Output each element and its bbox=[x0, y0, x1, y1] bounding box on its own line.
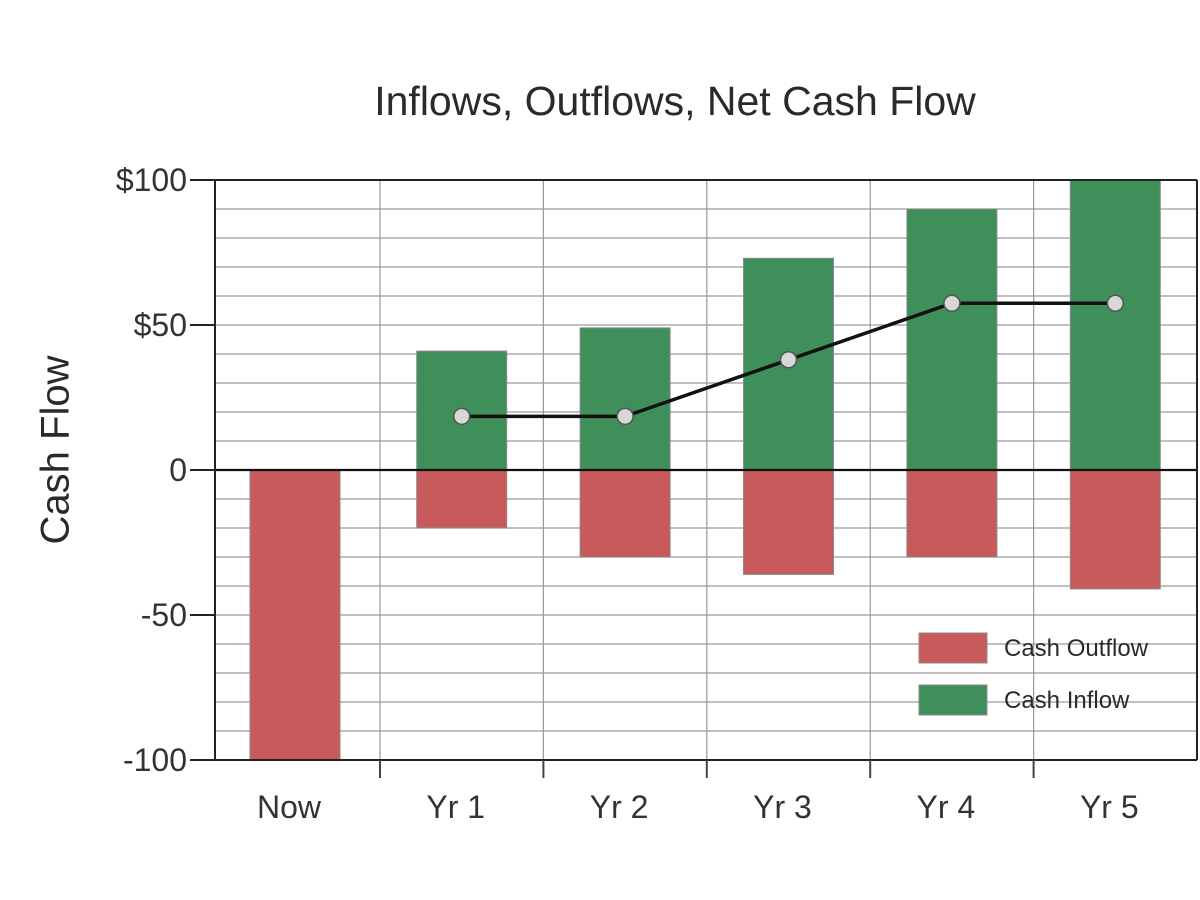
y-tick-label: -50 bbox=[141, 597, 187, 633]
y-tick-label: 0 bbox=[169, 452, 187, 488]
net-cash-flow-line bbox=[452, 294, 1125, 426]
bar-cash-inflow-4 bbox=[906, 208, 998, 471]
y-tick-label: $100 bbox=[116, 162, 187, 198]
bar-cash-outflow-0 bbox=[249, 469, 341, 761]
x-tick-label: Yr 4 bbox=[917, 789, 976, 825]
bar-cash-outflow-5 bbox=[1069, 469, 1161, 590]
tick-labels: $100 $50 0 -50 -100 Now Yr 1 Yr 2 Yr 3 Yr 4 Yr 5 bbox=[116, 162, 1139, 825]
x-tick-label: Now bbox=[257, 789, 322, 825]
chart-title: Inflows, Outflows, Net Cash Flow bbox=[374, 78, 976, 124]
legend-swatch-1 bbox=[918, 684, 988, 716]
x-tick-label: Yr 5 bbox=[1080, 789, 1139, 825]
bar-cash-outflow-2 bbox=[579, 469, 671, 558]
bars bbox=[249, 179, 1161, 761]
bar-cash-outflow-3 bbox=[743, 469, 834, 575]
x-tick-label: Yr 2 bbox=[590, 789, 649, 825]
y-tick-label: -100 bbox=[123, 742, 187, 778]
axes bbox=[190, 179, 1198, 778]
legend-label-0: Cash Outflow bbox=[1004, 635, 1149, 662]
bar-cash-inflow-5 bbox=[1069, 179, 1161, 471]
y-tick-label: $50 bbox=[134, 307, 187, 343]
net-cash-flow-point bbox=[1106, 294, 1125, 312]
net-cash-flow-point bbox=[943, 294, 961, 312]
net-cash-flow-point bbox=[452, 407, 471, 426]
legend: Cash Outflow Cash Inflow bbox=[918, 632, 1149, 716]
bar-cash-outflow-1 bbox=[416, 469, 508, 529]
net-cash-flow-point bbox=[616, 407, 634, 426]
x-tick-label: Yr 3 bbox=[753, 789, 812, 825]
legend-label-1: Cash Inflow bbox=[1004, 687, 1130, 714]
net-cash-flow-point bbox=[779, 351, 798, 369]
x-tick-label: Yr 1 bbox=[426, 789, 485, 825]
legend-swatch-0 bbox=[918, 632, 988, 664]
bar-cash-inflow-2 bbox=[579, 327, 671, 471]
bar-cash-outflow-4 bbox=[906, 469, 998, 558]
